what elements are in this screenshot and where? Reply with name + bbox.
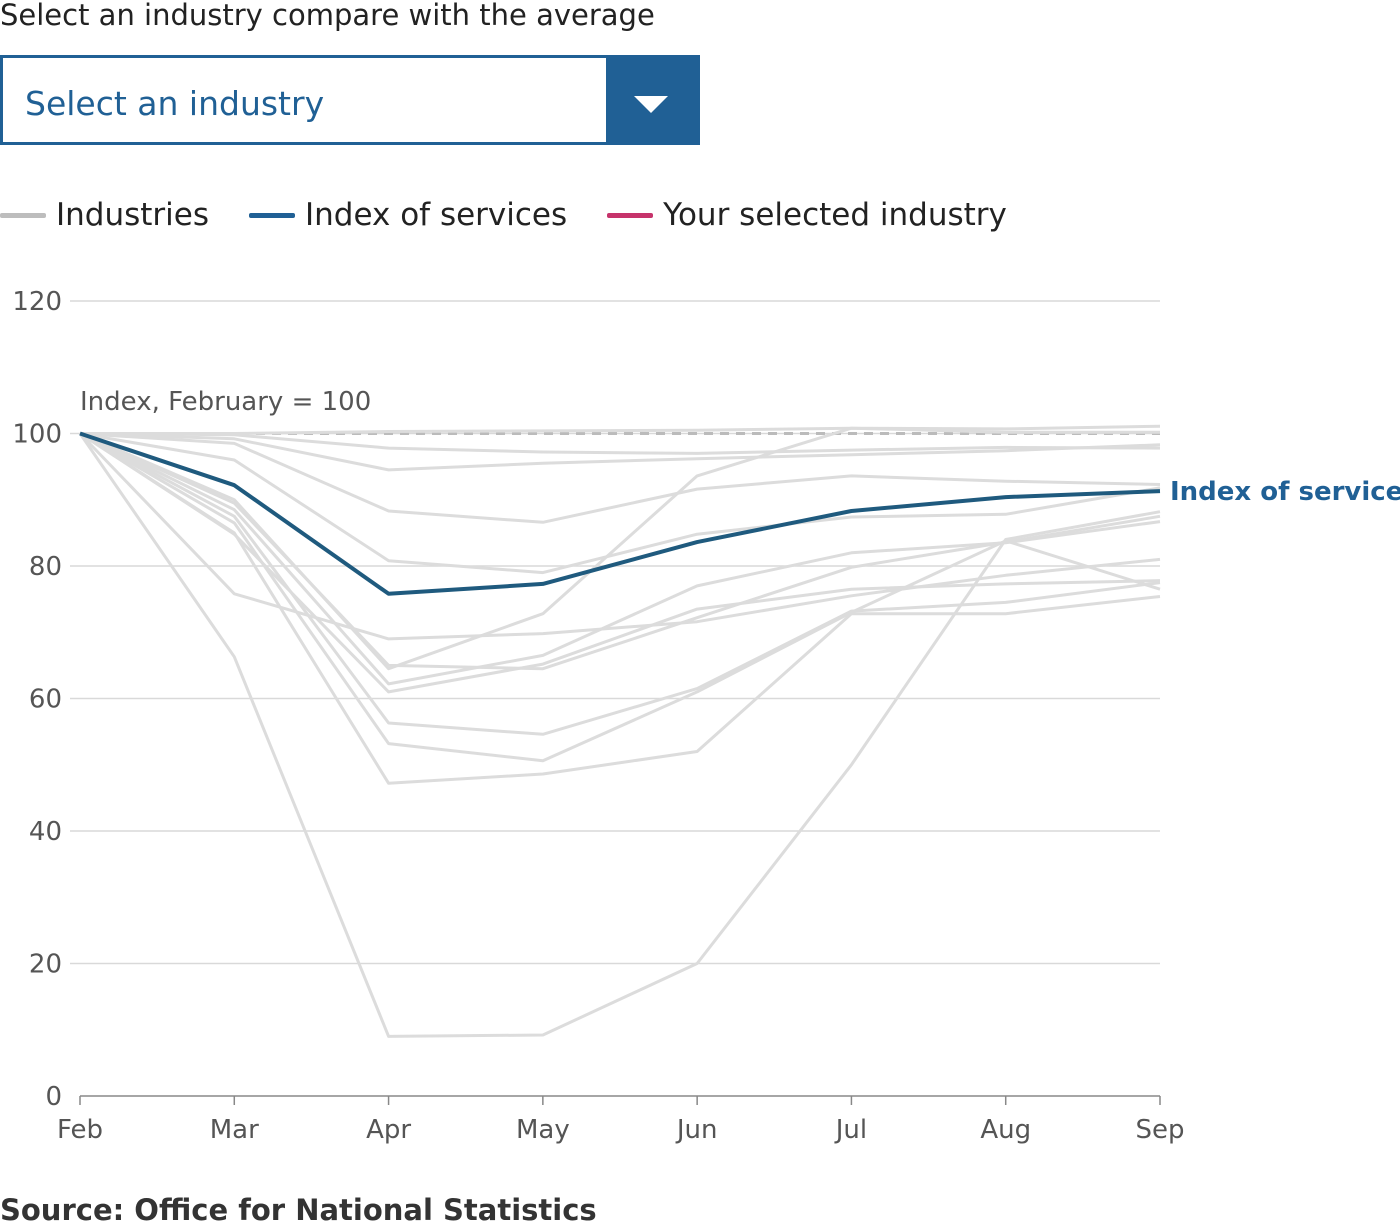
x-tick-label: Apr xyxy=(366,1115,411,1145)
industry-line xyxy=(79,432,1161,686)
x-tick-label: Feb xyxy=(57,1115,103,1145)
legend-swatch xyxy=(249,212,296,218)
legend-item-index-of-services: Index of services xyxy=(249,195,567,235)
industry-line xyxy=(79,432,1161,575)
x-tick-label: Jul xyxy=(834,1115,867,1145)
industry-select-value: Select an industry xyxy=(25,84,325,123)
industry-line xyxy=(79,432,1161,455)
legend-swatch xyxy=(607,212,654,218)
industry-line xyxy=(79,432,1161,785)
chart-legend: Industries Index of services Your select… xyxy=(0,193,1047,237)
y-tick-label: 40 xyxy=(29,817,62,847)
chevron-down-icon xyxy=(634,96,668,113)
chart-annotation: Index, February = 100 xyxy=(80,387,371,417)
x-tick-label: May xyxy=(516,1115,570,1145)
y-tick-label: 120 xyxy=(12,287,62,317)
legend-item-industries: Industries xyxy=(0,195,209,235)
legend-item-selected-industry: Your selected industry xyxy=(607,195,1007,235)
industry-line xyxy=(79,432,1161,736)
legend-label: Your selected industry xyxy=(663,197,1007,233)
y-tick-label: 80 xyxy=(29,552,62,582)
source-note: Source: Office for National Statistics xyxy=(0,1193,597,1227)
legend-label: Industries xyxy=(56,197,210,233)
y-tick-label: 60 xyxy=(29,685,62,715)
industry-line xyxy=(79,426,1160,671)
y-tick-label: 0 xyxy=(45,1082,62,1112)
industry-line xyxy=(79,432,1161,671)
legend-swatch xyxy=(0,212,46,218)
dropdown-button[interactable] xyxy=(606,58,697,142)
x-tick-label: Sep xyxy=(1135,1115,1184,1145)
index-of-services-line xyxy=(79,431,1161,596)
industry-line xyxy=(78,432,1161,1038)
industry-line xyxy=(79,432,1161,524)
industry-line xyxy=(79,432,1161,763)
series-end-label: Index of services xyxy=(1170,477,1400,507)
y-tick-label: 100 xyxy=(12,420,62,450)
x-tick-label: Jun xyxy=(675,1115,718,1145)
industry-line xyxy=(79,432,1161,472)
x-tick-label: Mar xyxy=(210,1115,259,1145)
industry-line xyxy=(80,424,1161,435)
line-chart: 0 20 40 60 80 100 120 Feb Mar Apr May Jun Jul Aug Sep I… xyxy=(12,287,1400,1145)
legend-label: Index of services xyxy=(305,197,568,233)
y-tick-label: 20 xyxy=(29,950,62,980)
industry-select[interactable]: Select an industry xyxy=(0,55,700,145)
x-tick-label: Aug xyxy=(980,1115,1031,1145)
select-prompt: Select an industry compare with the aver… xyxy=(0,0,655,32)
